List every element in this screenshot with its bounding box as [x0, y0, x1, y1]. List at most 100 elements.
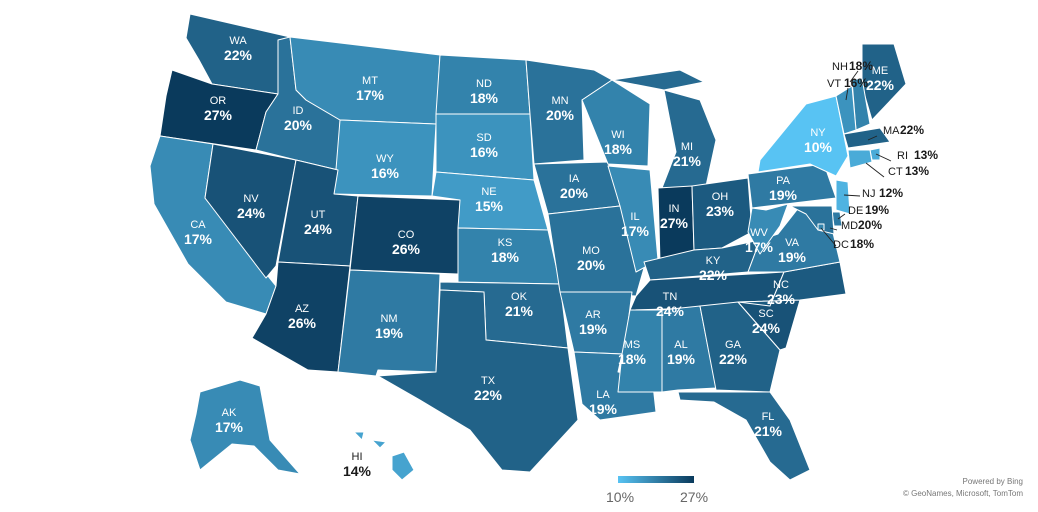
state-value-ga: 22% [719, 351, 748, 367]
state-abbr-de: DE [848, 205, 863, 217]
state-value-al: 19% [667, 351, 696, 367]
state-nj[interactable] [835, 179, 851, 215]
legend-max-label: 27% [680, 489, 708, 505]
state-value-ar: 19% [579, 321, 608, 337]
state-abbr-wa: WA [229, 35, 247, 47]
state-vt[interactable] [835, 85, 857, 135]
state-abbr-az: AZ [295, 303, 309, 315]
state-value-ky: 22% [699, 267, 728, 283]
state-wi[interactable] [581, 79, 651, 167]
state-value-ca: 17% [184, 231, 213, 247]
state-value-ms: 18% [618, 351, 647, 367]
state-abbr-pa: PA [776, 175, 791, 187]
state-tx[interactable] [377, 289, 579, 473]
map-attribution: Powered by Bing © GeoNames, Microsoft, T… [903, 477, 1023, 498]
state-value-nj: 12% [879, 186, 903, 200]
state-abbr-nh: NH [832, 61, 848, 73]
state-abbr-co: CO [398, 229, 415, 241]
state-abbr-ut: UT [311, 209, 326, 221]
state-value-md: 20% [858, 218, 882, 232]
state-value-tn: 24% [656, 303, 685, 319]
state-value-ok: 21% [505, 303, 534, 319]
state-abbr-nc: NC [773, 279, 789, 291]
state-abbr-ks: KS [498, 237, 513, 249]
state-mn[interactable] [525, 59, 613, 165]
state-ms[interactable] [617, 309, 663, 393]
state-abbr-la: LA [596, 389, 610, 401]
state-value-de: 19% [865, 203, 889, 217]
state-abbr-va: VA [785, 237, 800, 249]
state-value-il: 17% [621, 223, 650, 239]
state-ga[interactable] [699, 301, 781, 393]
state-value-id: 20% [284, 117, 313, 133]
state-value-or: 27% [204, 107, 233, 123]
state-abbr-ca: CA [190, 219, 206, 231]
state-abbr-ne: NE [481, 186, 496, 198]
state-value-mi: 21% [673, 153, 702, 169]
state-oh[interactable] [691, 177, 753, 251]
state-value-ut: 24% [304, 221, 333, 237]
state-value-ne: 15% [475, 198, 504, 214]
state-abbr-id: ID [293, 105, 304, 117]
state-value-hi: 14% [343, 463, 372, 479]
attribution-credits: © GeoNames, Microsoft, TomTom [903, 489, 1023, 498]
state-abbr-vt: VT [827, 78, 841, 90]
state-abbr-nm: NM [380, 313, 397, 325]
state-value-co: 26% [392, 241, 421, 257]
color-legend: 10% 27% [606, 476, 708, 505]
attribution-powered-by: Powered by Bing [963, 477, 1023, 486]
state-abbr-hi: HI [352, 451, 363, 463]
state-abbr-nj: NJ [862, 188, 875, 200]
state-al[interactable] [661, 305, 717, 393]
state-value-ia: 20% [560, 185, 589, 201]
state-value-la: 19% [589, 401, 618, 417]
state-abbr-me: ME [872, 65, 889, 77]
state-abbr-mt: MT [362, 75, 378, 87]
state-value-tx: 22% [474, 387, 503, 403]
state-fl[interactable] [677, 391, 811, 481]
state-ny[interactable] [757, 95, 849, 177]
state-abbr-nd: ND [476, 78, 492, 90]
state-abbr-ny: NY [810, 127, 826, 139]
state-value-mn: 20% [546, 107, 575, 123]
state-abbr-in: IN [669, 203, 680, 215]
state-mo[interactable] [547, 205, 645, 297]
state-value-ny: 10% [804, 139, 833, 155]
state-value-ma: 22% [900, 123, 924, 137]
state-abbr-ak: AK [222, 407, 237, 419]
legend-min-label: 10% [606, 489, 634, 505]
state-abbr-mi: MI [681, 141, 693, 153]
state-nm[interactable] [337, 269, 441, 377]
state-value-nc: 23% [767, 291, 796, 307]
state-shapes [149, 13, 907, 481]
state-value-wv: 17% [745, 239, 774, 255]
state-labels: WA22%OR27%CA17%NV24%ID20%MT17%WY16%UT24%… [184, 35, 938, 479]
state-nv[interactable] [204, 143, 297, 279]
state-abbr-ri: RI [897, 150, 908, 162]
state-ma[interactable] [843, 127, 891, 149]
state-hi[interactable] [353, 431, 415, 481]
callout-leader-lines [820, 70, 892, 247]
state-value-sc: 24% [752, 320, 781, 336]
state-value-ks: 18% [491, 249, 520, 265]
state-abbr-ok: OK [511, 291, 528, 303]
state-abbr-sd: SD [476, 132, 491, 144]
state-abbr-ar: AR [585, 309, 600, 321]
state-abbr-wv: WV [750, 227, 768, 239]
state-abbr-ma: MA [883, 125, 900, 137]
state-value-wi: 18% [604, 141, 633, 157]
state-abbr-or: OR [210, 95, 227, 107]
state-abbr-ia: IA [569, 173, 580, 185]
state-value-fl: 21% [754, 423, 783, 439]
state-value-ak: 17% [215, 419, 244, 435]
state-value-dc: 18% [850, 237, 874, 251]
state-abbr-al: AL [674, 339, 687, 351]
state-dc[interactable] [817, 223, 825, 231]
state-ak[interactable] [189, 379, 301, 475]
state-abbr-tx: TX [481, 375, 496, 387]
state-abbr-fl: FL [762, 411, 775, 423]
state-value-ri: 13% [914, 148, 938, 162]
state-abbr-tn: TN [663, 291, 678, 303]
state-value-wy: 16% [371, 165, 400, 181]
